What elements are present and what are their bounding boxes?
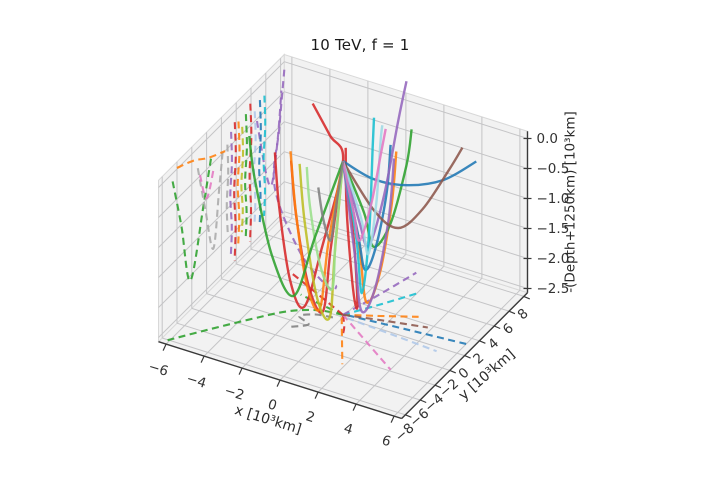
trajectory-gray [317,161,345,242]
wall-cluster-gray [225,144,230,235]
floor-projection-purple [342,271,417,316]
wall-cluster-orange [236,121,241,245]
wall-cluster-green [244,114,248,241]
y-tick-label: 4 [485,335,502,353]
wall-projection-orange-arc [176,150,226,169]
grid-line [165,217,293,345]
trajectory-green-1 [248,135,345,298]
x-tick-label: −2 [222,383,246,404]
grid-line [317,265,445,393]
z-tick-label: 0.0 [537,131,558,147]
z-tick-label: −1.0 [537,191,570,207]
wall-cluster-olive [240,126,245,233]
trajectory-cyan [341,117,376,295]
trajectory-orange-1 [289,151,345,312]
y-tick [449,369,457,374]
x-tick [238,367,243,375]
y-tick [493,325,501,330]
grid-line [355,277,483,405]
trajectory-lightgreen [305,161,345,291]
grid-line [284,91,528,169]
y-tick [464,355,471,359]
floor-projection-pink [342,314,392,371]
z-axis-label: -(Depth+1250km) [10³km] [562,111,579,293]
floor-projection-cyan [342,292,418,316]
floor-projection-blue [347,314,467,346]
trajectory-blue-flat [342,160,477,187]
wall-cluster-red-2 [248,103,253,243]
grid-line [284,121,528,199]
y-tick [405,414,412,418]
grid-line [158,211,285,338]
grid-line [158,151,285,278]
y-tick [434,384,442,389]
wall-cluster-red-1 [233,122,237,261]
chart-title: 10 TeV, f = 1 [310,36,410,54]
y-tick-label: 8 [515,306,532,324]
y-tick [479,340,486,344]
y-tick [419,399,427,404]
floor-projection-red-2 [341,314,346,338]
grid-line [284,61,528,139]
wall-cluster-purple [229,131,233,259]
trajectory-green-2 [341,129,413,248]
grid-line [284,181,528,259]
x-tick-label: 4 [342,420,355,438]
floor-projection-orange-down [340,317,344,365]
grid-line [284,151,528,229]
y-tick [508,310,516,315]
x-tick-label: −4 [184,371,208,392]
z-tick-label: −2.5 [537,281,570,297]
floor-projection-orange-right [342,313,419,318]
trajectory-purple-rise [341,81,408,248]
z-tick-label: −1.5 [537,221,570,237]
floor-projection-gray [290,313,334,328]
x-tick [314,391,319,399]
x-tick-label: −6 [146,359,170,380]
z-tick-label: −2.0 [537,251,570,267]
y-tick-label: 6 [500,320,517,338]
x-tick-label: 6 [380,432,393,450]
trajectory-brown [341,146,464,230]
grid-line [393,289,521,417]
x-tick [276,379,281,387]
x-tick [162,343,167,351]
x-tick [200,355,205,363]
z-tick-label: −0.5 [537,161,570,177]
trajectory-lightcyan [341,125,384,256]
trajectory-pink [341,128,387,242]
wall-cluster-cyan [262,95,267,217]
wall-projection-pink-arc [198,166,216,200]
x-tick [390,415,395,423]
grid-line [158,121,285,248]
wall-projection-gray-v [196,149,224,250]
floor-projection-lightblue [346,317,437,353]
trajectory-purple-u [341,158,396,314]
y-tick [523,295,531,300]
floor-projection-red-1 [291,272,344,316]
x-tick [352,403,357,411]
grid-line [158,181,285,308]
